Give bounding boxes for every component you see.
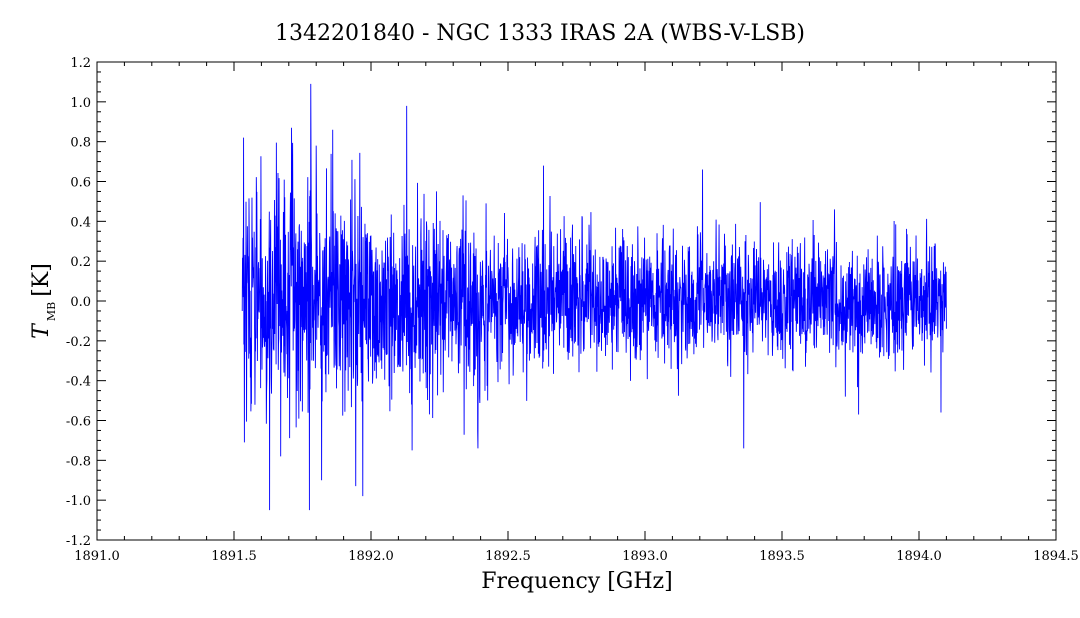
y-tick-label: 0.8 <box>70 136 91 151</box>
x-axis-label: Frequency [GHz] <box>481 569 673 594</box>
y-tick-label: -0.2 <box>66 335 91 350</box>
y-tick-label: 0.4 <box>70 215 91 230</box>
spectrum-line <box>241 83 947 511</box>
y-tick-label: -1.0 <box>66 494 91 509</box>
x-tick-label: 1891.0 <box>74 549 120 564</box>
x-tick-label: 1891.5 <box>211 549 257 564</box>
y-tick-label: 0.6 <box>70 176 91 191</box>
y-tick-label: -0.8 <box>66 454 91 469</box>
y-tick-label: 0.2 <box>70 255 91 270</box>
chart-title: 1342201840 - NGC 1333 IRAS 2A (WBS-V-LSB… <box>275 21 805 46</box>
y-tick-label: -1.2 <box>66 534 91 549</box>
y-axis: -1.2 -1.0 -0.8 -0.6 -0.4 -0.2 0.0 0.2 0.4 0.6 0.8 1… <box>66 56 1056 549</box>
x-axis: 1891.0 1891.5 1892.0 1892.5 1893.0 1893.5 1894… <box>74 62 1079 564</box>
y-axis-label-unit: [K] <box>29 263 54 297</box>
spectrum-series <box>241 83 947 511</box>
x-tick-label: 1892.5 <box>485 549 531 564</box>
x-tick-label: 1894.5 <box>1033 549 1079 564</box>
y-axis-label: TMB [K] <box>29 263 58 339</box>
y-axis-label-subscript: MB <box>45 302 58 321</box>
y-tick-label: -0.4 <box>66 375 91 390</box>
y-axis-label-symbol: T <box>29 322 54 339</box>
x-tick-label: 1894.0 <box>896 549 942 564</box>
y-tick-label: -0.6 <box>66 415 91 430</box>
x-tick-label: 1893.0 <box>622 549 668 564</box>
x-tick-label: 1893.5 <box>759 549 805 564</box>
y-tick-label: 1.0 <box>70 96 91 111</box>
x-tick-label: 1892.0 <box>348 549 394 564</box>
y-tick-label: 0.0 <box>70 295 91 310</box>
svg-text:TMB[K]: TMB [K] <box>29 263 58 339</box>
y-tick-label: 1.2 <box>70 56 91 71</box>
